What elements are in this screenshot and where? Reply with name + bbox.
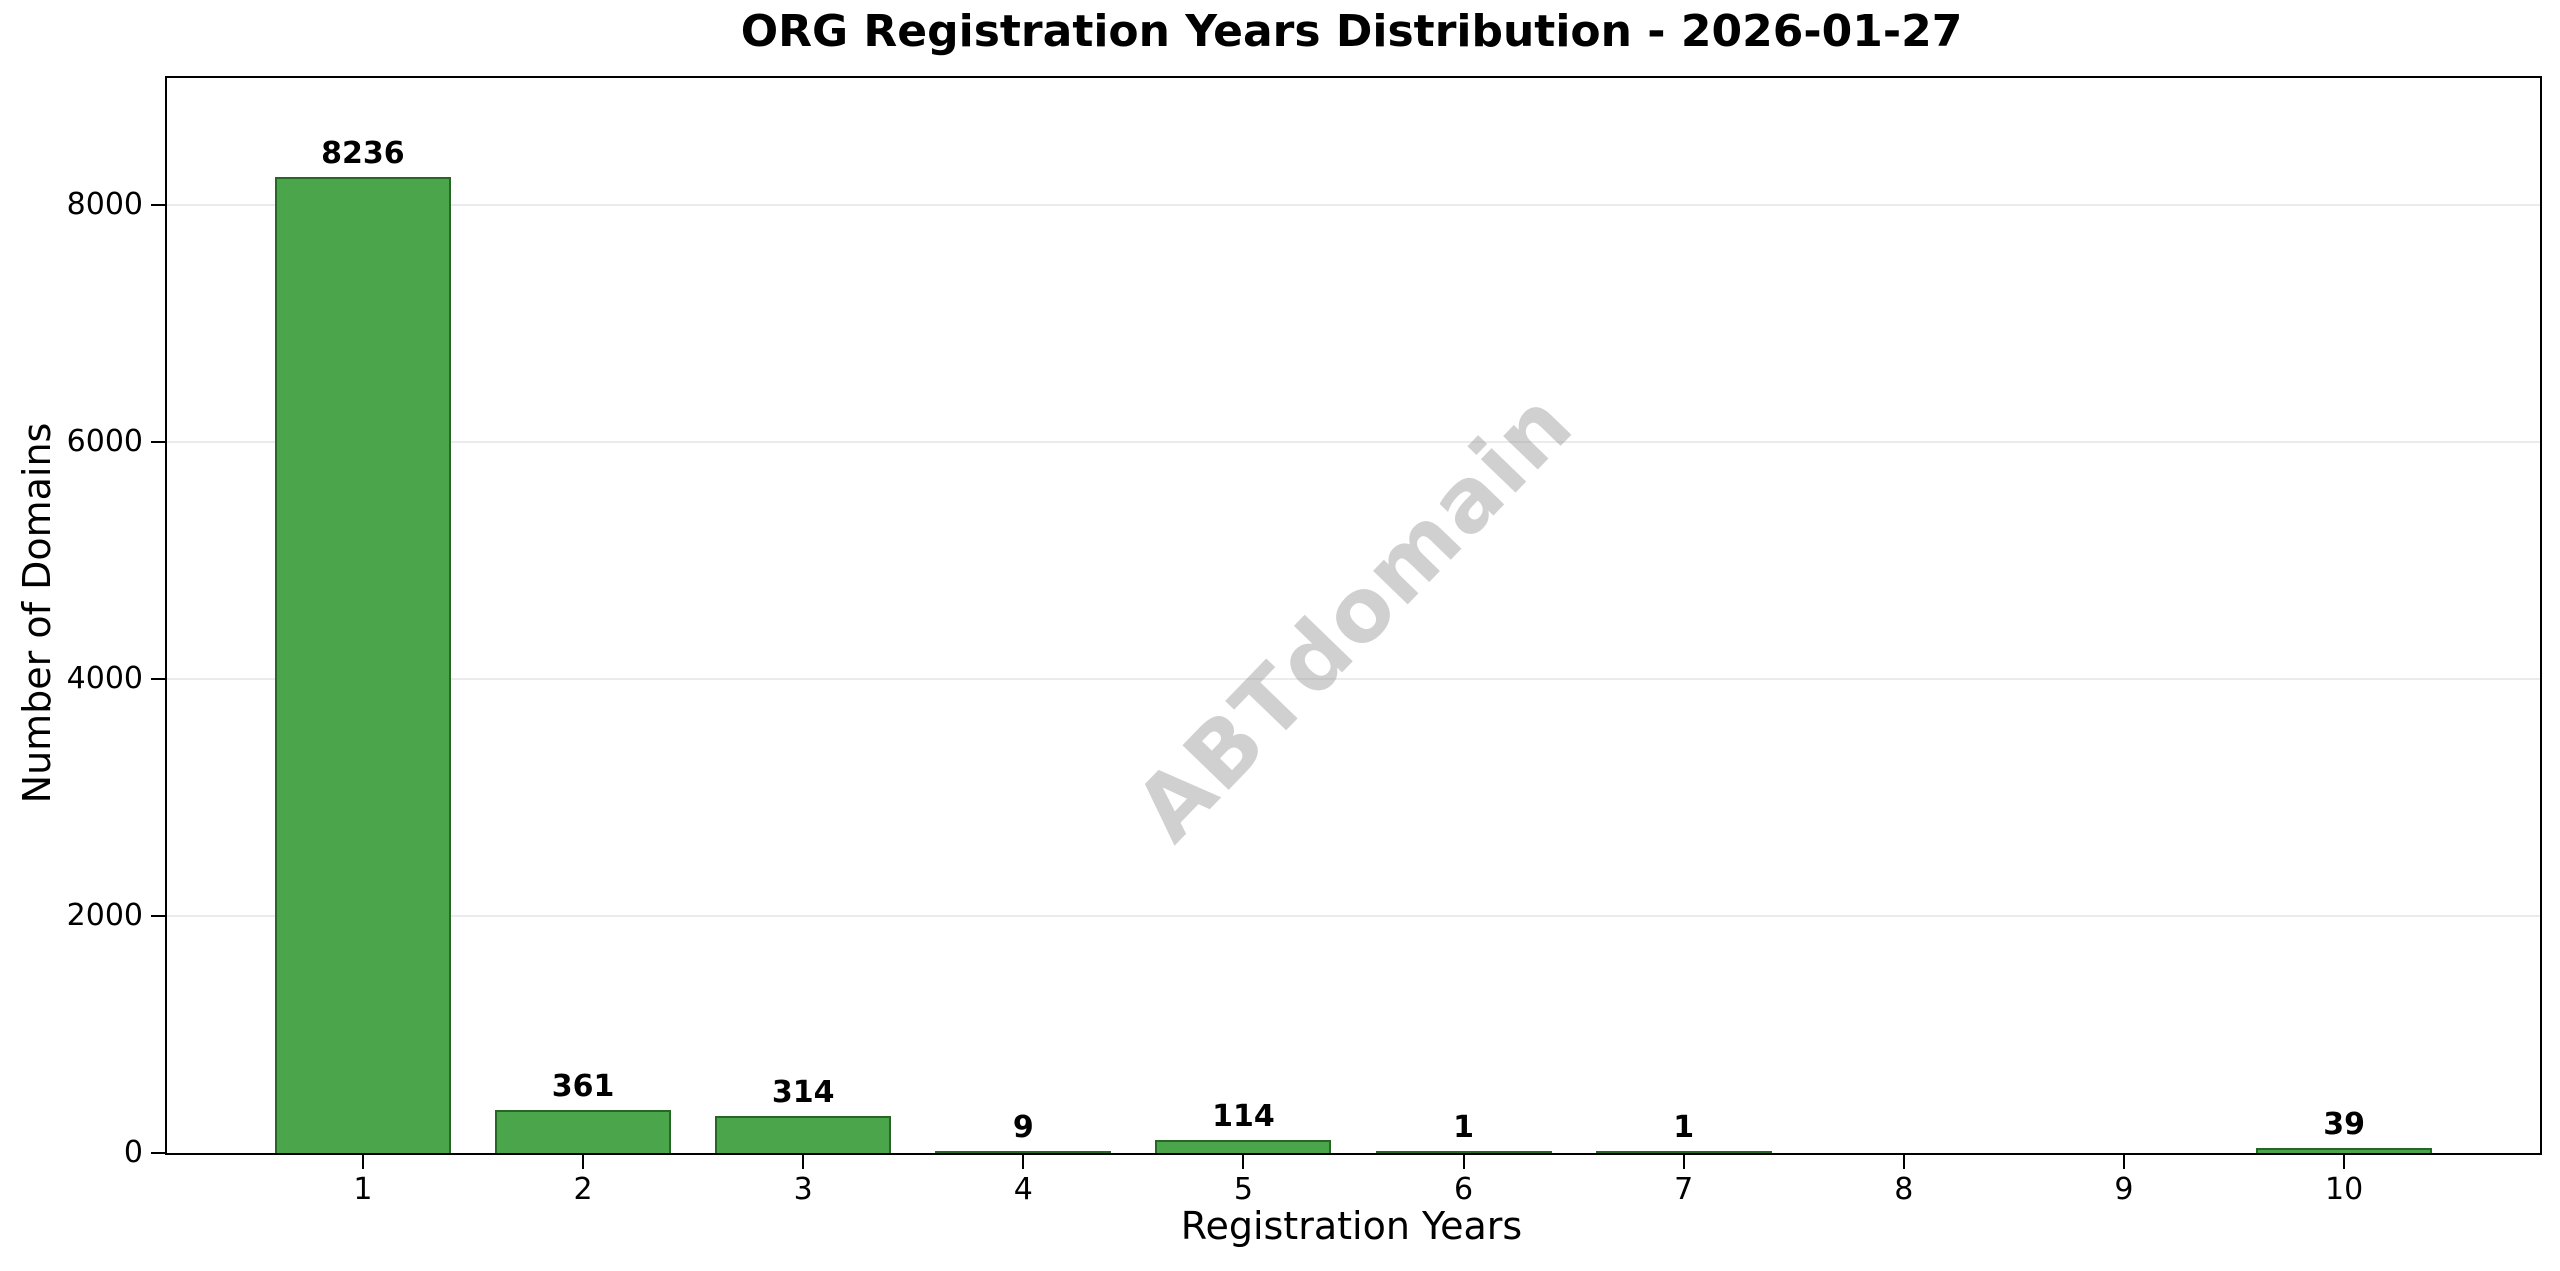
y-tick-mark [151, 1152, 165, 1154]
x-tick-label: 3 [793, 1172, 813, 1207]
bar [1595, 1150, 1772, 1153]
x-tick-label: 9 [2114, 1172, 2134, 1207]
watermark: ABTdomain [1114, 370, 1593, 861]
y-axis-label: Number of Domains [15, 422, 59, 804]
x-tick-label: 1 [353, 1172, 373, 1207]
x-tick-mark [361, 1155, 364, 1169]
y-tick-mark [151, 914, 165, 917]
bar [494, 1110, 672, 1153]
gridline [167, 677, 2540, 680]
x-tick-mark [1682, 1155, 1685, 1169]
x-tick-mark [2122, 1155, 2125, 1169]
x-tick-label: 7 [1674, 1172, 1694, 1207]
bar-value-label: 9 [1012, 1109, 1034, 1145]
x-tick-label: 4 [1013, 1172, 1033, 1207]
bar [1155, 1139, 1332, 1153]
x-tick-label: 8 [1894, 1172, 1914, 1207]
bar [274, 176, 451, 1153]
x-tick-mark [1902, 1155, 1905, 1169]
x-tick-label: 10 [2324, 1172, 2364, 1207]
bar [715, 1115, 892, 1153]
y-tick-label: 0 [123, 1135, 143, 1170]
bar-value-label: 114 [1212, 1098, 1275, 1134]
bar [935, 1150, 1112, 1153]
bar-value-label: 39 [2323, 1107, 2365, 1143]
x-axis-label: Registration Years [1180, 1204, 1523, 1248]
gridline [167, 203, 2540, 206]
y-tick-mark [151, 440, 165, 443]
y-tick-label: 8000 [66, 186, 143, 222]
chart-title: ORG Registration Years Distribution - 20… [740, 6, 1963, 57]
x-tick-mark [1462, 1155, 1465, 1169]
x-tick-mark [582, 1155, 585, 1169]
y-tick-label: 4000 [66, 660, 143, 696]
x-tick-mark [1022, 1155, 1025, 1169]
x-tick-mark [802, 1155, 805, 1169]
y-tick-label: 2000 [66, 897, 143, 933]
y-tick-mark [151, 677, 165, 680]
bar [1375, 1150, 1552, 1153]
gridline [167, 914, 2540, 917]
x-tick-mark [1242, 1155, 1245, 1169]
plot-area: 0 2000 4000 6000 8000 1 2 3 4 5 6 7 8 9 10 8236 361 314… [67, 76, 2542, 1205]
bar-value-label: 361 [551, 1069, 615, 1105]
x-tick-label: 2 [573, 1172, 593, 1207]
x-tick-label: 5 [1233, 1172, 1253, 1207]
y-tick-mark [151, 203, 165, 206]
bar [2256, 1148, 2433, 1153]
x-tick-mark [2343, 1155, 2346, 1169]
y-tick-label: 6000 [66, 423, 143, 459]
bar-value-label: 1 [1453, 1109, 1474, 1145]
gridline [167, 440, 2540, 443]
bar-value-label: 8236 [321, 135, 405, 171]
bar-value-label: 314 [771, 1074, 835, 1110]
x-tick-label: 6 [1454, 1172, 1474, 1207]
bar-value-label: 1 [1673, 1109, 1695, 1145]
